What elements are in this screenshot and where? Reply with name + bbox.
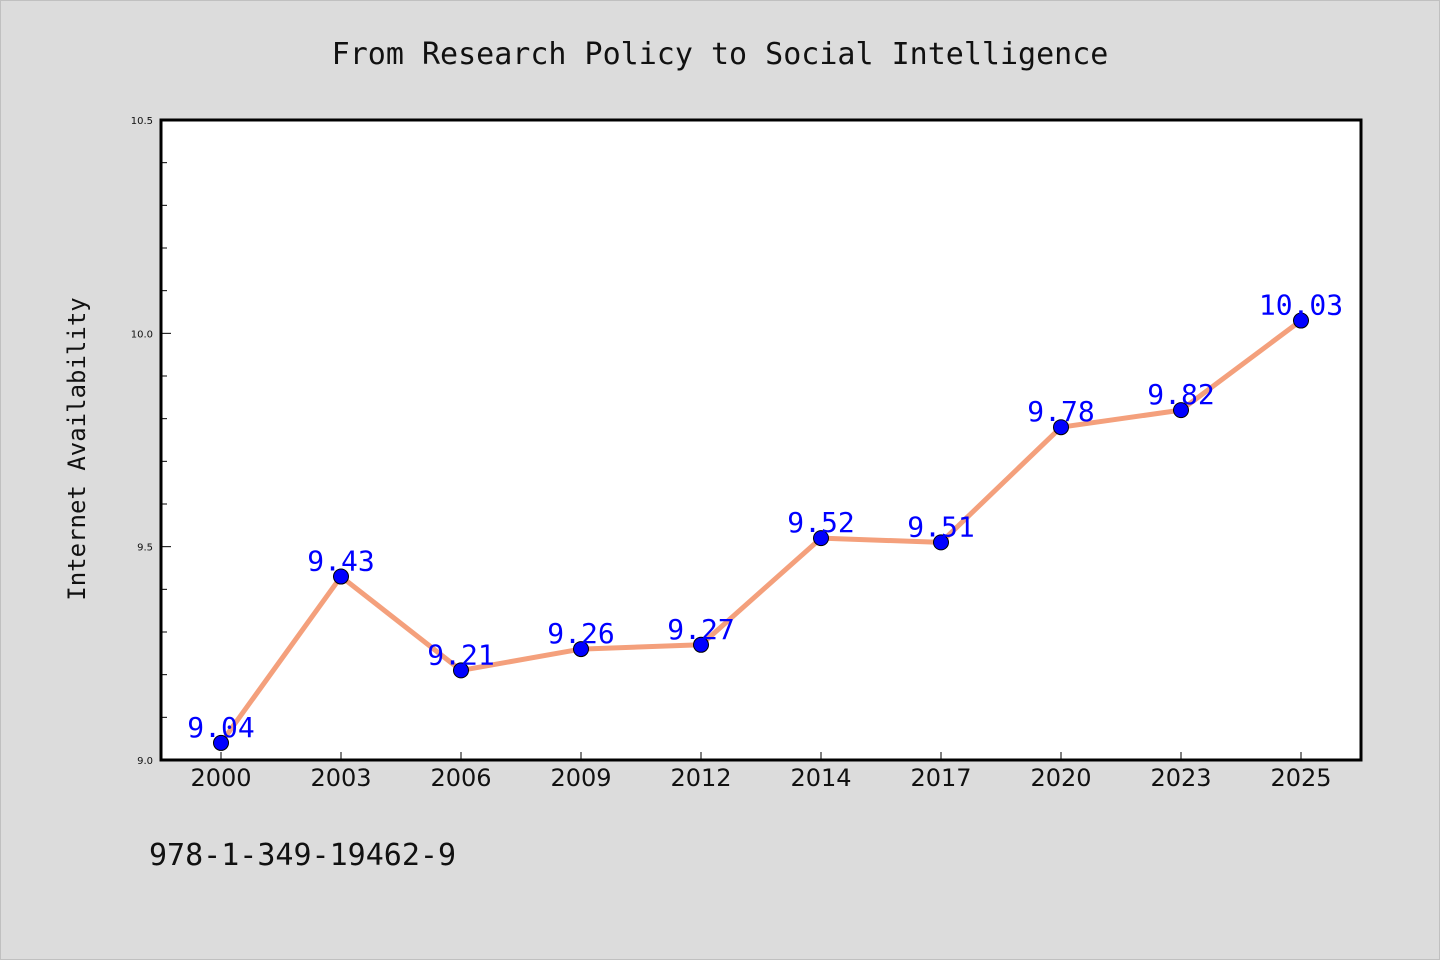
x-tick-label: 2012: [670, 764, 731, 792]
data-point: [213, 734, 229, 751]
series-line: [218, 318, 1304, 746]
x-tick-label: 2009: [550, 764, 611, 792]
data-label: 9.21: [427, 638, 494, 671]
isbn-footnote: 978-1-349-19462-9: [149, 838, 456, 873]
data-point: [1053, 419, 1069, 436]
data-label: 9.51: [907, 510, 974, 543]
y-tick-label: 9.5: [137, 543, 153, 554]
x-tick-label: 2006: [430, 764, 491, 792]
x-tick-label: 2017: [910, 764, 971, 792]
chart-title: From Research Policy to Social Intellige…: [332, 37, 1109, 72]
data-label: 9.04: [187, 711, 254, 744]
data-label: 9.26: [547, 617, 614, 650]
data-point: [333, 568, 349, 585]
x-tick-label: 2023: [1150, 764, 1211, 792]
data-point: [573, 641, 589, 658]
data-point: [813, 530, 829, 547]
data-label: 9.78: [1027, 395, 1094, 428]
y-tick-label: 9.0: [137, 756, 153, 767]
x-tick-label: 2020: [1030, 764, 1091, 792]
x-axis-ticks: 2000 2003 2006 2009 2012 2014 2017 2020 2023 2025: [190, 752, 1332, 792]
data-point: [453, 662, 469, 679]
data-label: 9.27: [667, 613, 734, 646]
data-label: 10.03: [1259, 289, 1343, 322]
y-axis-ticks: 9.0 9.5 10.0 10.5: [131, 116, 171, 767]
x-tick-label: 2025: [1270, 764, 1331, 792]
y-tick-label: 10.5: [131, 116, 153, 127]
data-label: 9.43: [307, 545, 374, 578]
y-axis-label: Internet Availability: [63, 297, 91, 600]
y-tick-label: 10.0: [131, 329, 153, 340]
data-point: [693, 636, 709, 653]
plot-area: [159, 118, 1363, 762]
data-point: [1173, 402, 1189, 419]
data-label: 9.52: [787, 506, 854, 539]
x-tick-label: 2000: [190, 764, 251, 792]
data-labels-layer: 9.04 9.43 9.21 9.26 9.27 9.52 9.51 9.78 9.82 10.0…: [187, 289, 1343, 744]
data-point: [1293, 312, 1309, 329]
data-label: 9.82: [1147, 378, 1214, 411]
x-tick-label: 2014: [790, 764, 851, 792]
x-tick-label: 2003: [310, 764, 371, 792]
series-layer: [213, 312, 1309, 751]
data-point: [933, 534, 949, 551]
